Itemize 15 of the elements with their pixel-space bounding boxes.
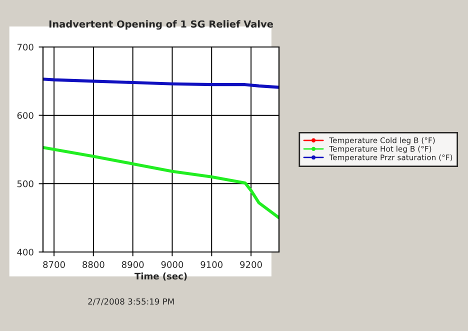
x-axis-title: Time (sec) <box>134 272 187 281</box>
x-tick-label: 8800 <box>82 261 104 268</box>
y-tick-label: 400 <box>17 248 34 256</box>
line-series <box>43 78 279 89</box>
x-tick-label: 8900 <box>122 261 144 268</box>
x-tick-label: 9100 <box>200 261 223 268</box>
x-tick-label: 9000 <box>161 261 184 268</box>
x-tick-label: 9200 <box>240 261 262 268</box>
text: 2/7/2008 3:55:19 PM <box>88 298 174 306</box>
y-tick-label: 700 <box>17 44 34 51</box>
x-tick-label: 8700 <box>43 261 65 268</box>
y-tick-label: 600 <box>17 112 34 119</box>
line-series <box>43 146 279 220</box>
y-tick-label: 500 <box>17 180 34 188</box>
chart-title: Inadvertent Opening of 1 SG Relief Valve <box>49 20 273 30</box>
